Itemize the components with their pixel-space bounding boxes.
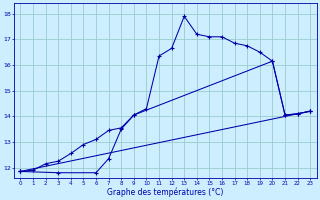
X-axis label: Graphe des températures (°C): Graphe des températures (°C) xyxy=(107,187,223,197)
